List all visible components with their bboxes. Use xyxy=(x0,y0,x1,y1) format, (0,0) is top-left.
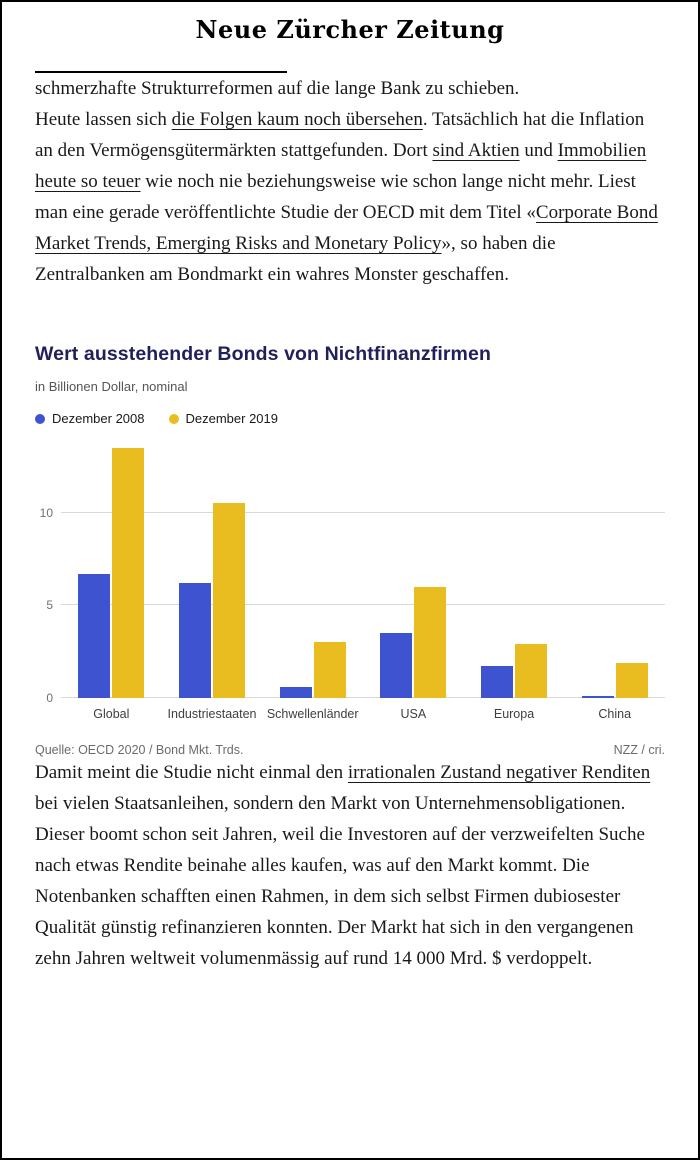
inline-link[interactable]: Immobilien heute so teuer xyxy=(35,140,647,192)
gridline xyxy=(61,697,665,698)
bar-dezember-2019-schwellenl-nder xyxy=(313,642,346,698)
bar-group-china xyxy=(564,446,665,698)
chart-plot xyxy=(61,446,665,698)
legend-dot-icon xyxy=(168,413,179,424)
bar-dezember-2008-industriestaaten xyxy=(179,583,211,698)
x-axis-label-schwellenl-nder: Schwellenländer xyxy=(266,707,359,721)
article-paragraph: Damit meint die Studie nicht einmal den … xyxy=(35,757,665,974)
chart-x-labels: Global Industriestaaten Schwellenländer USA… xyxy=(61,707,665,721)
chart-y-axis: 0 5 10 xyxy=(35,446,61,705)
bar-dezember-2008-schwellenl-nder xyxy=(279,687,312,698)
x-axis-label-europa: Europa xyxy=(493,707,535,721)
y-axis-label: 10 xyxy=(39,505,53,520)
x-axis-label-china: China xyxy=(598,707,632,721)
article-paragraph: Heute lassen sich die Folgen kaum noch ü… xyxy=(35,104,665,290)
chart-credit: NZZ / cri. xyxy=(613,743,665,757)
chart-source-row: Quelle: OECD 2020 / Bond Mkt. Trds. NZZ … xyxy=(35,743,665,757)
chart-legend: Dezember 2008 Dezember 2019 xyxy=(35,411,665,426)
bar-groups xyxy=(61,446,665,698)
article-paragraph: schmerzhafte Strukturreformen auf die la… xyxy=(35,78,520,99)
bar-group-schwellenl-nder xyxy=(262,446,363,698)
text-segment: Heute lassen sich xyxy=(35,109,172,130)
x-axis-label-global: Global xyxy=(93,707,130,721)
bar-dezember-2008-europa xyxy=(481,666,514,698)
y-axis-label: 5 xyxy=(46,598,53,613)
inline-link[interactable]: sind Aktien xyxy=(432,140,520,161)
inline-link[interactable]: Corporate Bond Market Trends, Emerging R… xyxy=(35,202,658,254)
truncated-link-underline xyxy=(35,71,287,73)
bar-dezember-2019-industriestaaten xyxy=(213,503,245,698)
article-content: schmerzhafte Strukturreformen auf die la… xyxy=(2,73,698,974)
bar-dezember-2008-global xyxy=(78,574,111,698)
nzz-logo[interactable]: Neue Zürcher Zeitung xyxy=(195,15,505,44)
text-segment: bei vielen Staatsanleihen, sondern den M… xyxy=(35,793,645,969)
x-axis-label-usa: USA xyxy=(400,707,427,721)
chart-source: Quelle: OECD 2020 / Bond Mkt. Trds. xyxy=(35,743,244,757)
bar-dezember-2019-usa xyxy=(414,587,447,698)
bar-dezember-2019-europa xyxy=(515,644,548,698)
bar-dezember-2019-global xyxy=(112,448,145,698)
text-segment: und xyxy=(519,140,558,161)
text-segment: », so haben die Zentralbanken am Bondmar… xyxy=(35,233,556,285)
bar-group-europa xyxy=(464,446,565,698)
y-axis-label: 0 xyxy=(46,691,53,705)
text-segment: . Tatsächlich hat die Inflation an den V… xyxy=(35,109,645,161)
text-segment: Damit meint die Studie nicht einmal den xyxy=(35,762,348,783)
gridline xyxy=(61,511,665,513)
text-segment: wie noch nie beziehungsweise wie schon l… xyxy=(35,171,636,223)
bar-group-industriestaaten xyxy=(162,446,263,698)
x-axis-label-industriestaaten: Industriestaaten xyxy=(167,707,257,721)
chart-title: Wert ausstehender Bonds von Nichtfinanzf… xyxy=(35,343,491,365)
chart-area: 0 5 10 xyxy=(35,446,665,705)
legend-item-dezember-2019: Dezember 2019 xyxy=(168,411,279,426)
inline-link[interactable]: die Folgen kaum noch übersehen xyxy=(171,109,423,130)
chart-section: Wert ausstehender Bonds von Nichtfinanzf… xyxy=(35,342,665,757)
chart-subtitle: in Billionen Dollar, nominal xyxy=(35,379,188,394)
bar-group-global xyxy=(61,446,162,698)
bar-dezember-2019-china xyxy=(615,663,648,698)
bar-dezember-2008-china xyxy=(581,696,614,698)
legend-item-dezember-2008: Dezember 2008 xyxy=(35,411,145,426)
legend-label: Dezember 2008 xyxy=(52,411,145,426)
legend-label: Dezember 2019 xyxy=(185,411,279,426)
bar-group-usa xyxy=(363,446,464,698)
inline-link[interactable]: irrationalen Zustand negativer Renditen xyxy=(347,762,651,783)
gridline xyxy=(61,604,665,606)
bar-dezember-2008-usa xyxy=(380,633,413,698)
legend-dot-icon xyxy=(35,413,45,424)
